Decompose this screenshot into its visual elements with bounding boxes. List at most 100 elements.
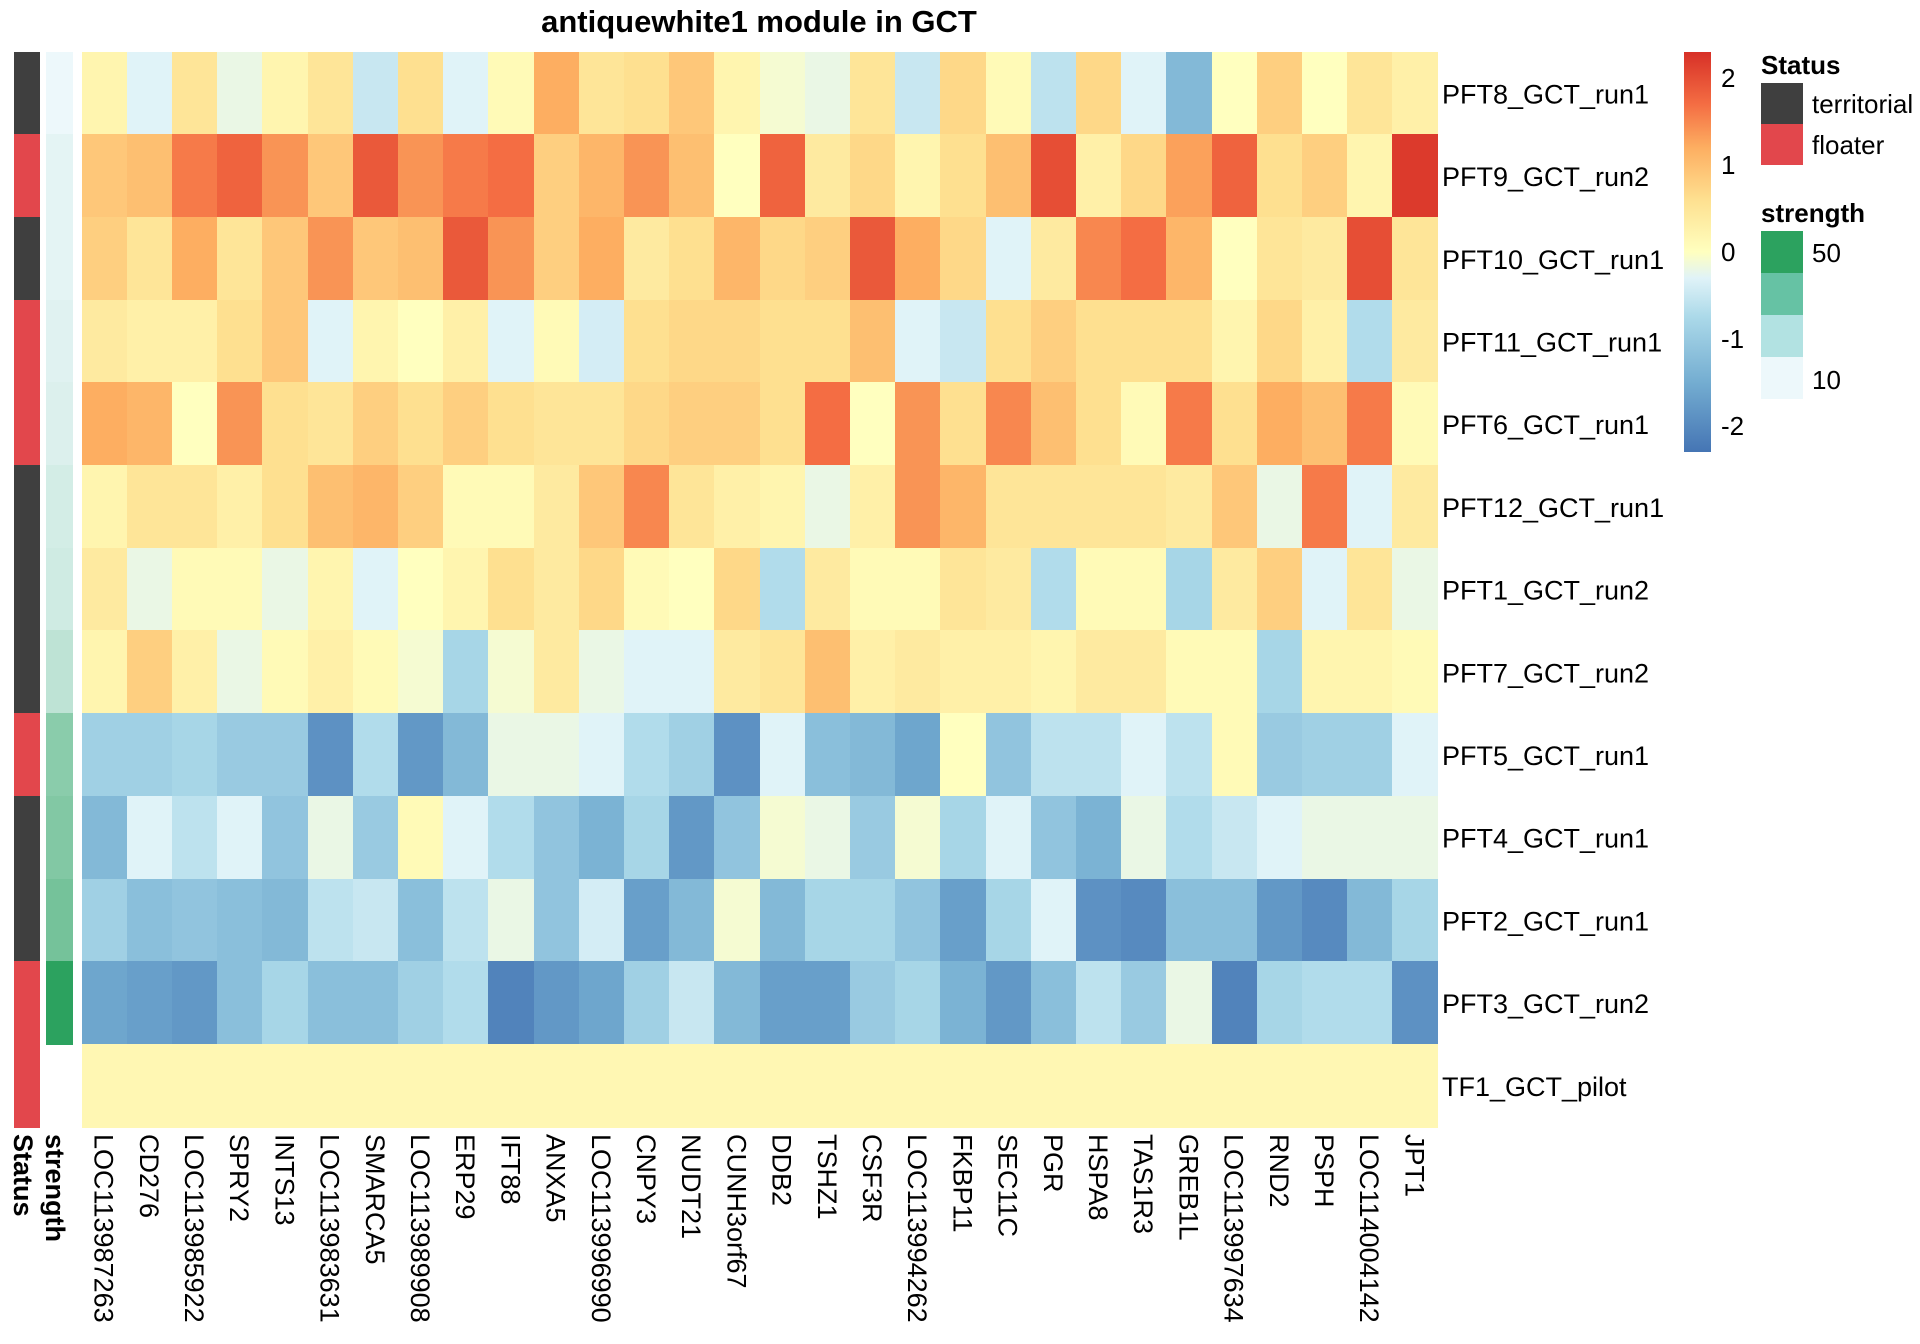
heatmap-cell xyxy=(1031,630,1077,714)
heatmap-cell xyxy=(1257,879,1303,962)
heatmap-cell xyxy=(1121,217,1167,301)
heatmap-cell xyxy=(172,465,218,549)
heatmap-cell xyxy=(82,300,128,383)
heatmap-cell xyxy=(172,217,218,301)
heatmap-cell xyxy=(624,52,670,135)
heatmap-cell xyxy=(1031,217,1077,301)
heatmap-cell xyxy=(805,382,851,466)
heatmap-cell xyxy=(805,134,851,218)
heatmap-cell xyxy=(986,961,1032,1045)
color-scale-tick-label: -2 xyxy=(1721,411,1744,441)
heatmap-cell xyxy=(895,548,941,631)
strength-annotation-label: strength xyxy=(40,1134,70,1242)
heatmap-cell xyxy=(1302,548,1348,631)
row-label: PFT5_GCT_run1 xyxy=(1442,741,1649,771)
heatmap-cell xyxy=(760,961,806,1045)
heatmap-cell xyxy=(714,300,760,383)
heatmap-cell xyxy=(1302,713,1348,797)
status-annotation-cell xyxy=(14,134,40,218)
heatmap-cell xyxy=(669,961,715,1045)
heatmap-cell xyxy=(669,134,715,218)
column-label: DDB2 xyxy=(767,1134,797,1206)
heatmap-cell xyxy=(398,961,444,1045)
heatmap-cell xyxy=(986,382,1032,466)
heatmap-cell xyxy=(1257,630,1303,714)
heatmap-cell xyxy=(1302,52,1348,135)
strength-annotation-cell xyxy=(46,713,73,797)
heatmap-cell xyxy=(895,382,941,466)
heatmap-cell xyxy=(82,548,128,631)
heatmap-cell xyxy=(443,1044,489,1128)
status-annotation-label: Status xyxy=(8,1134,38,1217)
heatmap-cell xyxy=(82,630,128,714)
heatmap-cell xyxy=(262,713,308,797)
status-annotation-cell xyxy=(14,548,40,631)
heatmap-cell xyxy=(308,548,354,631)
heatmap-cell xyxy=(579,548,625,631)
strength-annotation-cell xyxy=(46,134,73,218)
heatmap-cell xyxy=(895,879,941,962)
heatmap-cell xyxy=(1347,713,1393,797)
heatmap-cell xyxy=(534,1044,580,1128)
heatmap-cell xyxy=(1076,548,1122,631)
heatmap-cell xyxy=(760,217,806,301)
heatmap-cell xyxy=(308,52,354,135)
strength-legend-swatch xyxy=(1761,231,1803,273)
heatmap-cell xyxy=(488,548,534,631)
heatmap-cell xyxy=(624,1044,670,1128)
heatmap-cell xyxy=(82,465,128,549)
strength-annotation-cell xyxy=(46,548,73,631)
heatmap-cell xyxy=(82,879,128,962)
heatmap-cell xyxy=(986,300,1032,383)
heatmap-cell xyxy=(308,465,354,549)
heatmap-cell xyxy=(579,713,625,797)
row-label: PFT6_GCT_run1 xyxy=(1442,410,1649,440)
heatmap-cell xyxy=(986,879,1032,962)
heatmap-cell xyxy=(940,879,986,962)
heatmap-cell xyxy=(308,879,354,962)
heatmap-cell xyxy=(940,52,986,135)
heatmap-cell xyxy=(217,217,263,301)
heatmap-cell xyxy=(940,961,986,1045)
heatmap-cell xyxy=(760,796,806,879)
heatmap-cell xyxy=(217,630,263,714)
heatmap-cell xyxy=(1392,465,1438,549)
heatmap-cell xyxy=(579,217,625,301)
heatmap-cell xyxy=(669,879,715,962)
heatmap-cell xyxy=(127,382,173,466)
heatmap-cell xyxy=(1076,134,1122,218)
heatmap-cell xyxy=(1392,548,1438,631)
heatmap-cell xyxy=(1166,548,1212,631)
row-label: TF1_GCT_pilot xyxy=(1442,1072,1627,1102)
column-label: INTS13 xyxy=(269,1134,299,1226)
heatmap-cell xyxy=(488,217,534,301)
heatmap-cell xyxy=(1392,630,1438,714)
strength-annotation-cell xyxy=(46,465,73,549)
heatmap-cell xyxy=(398,630,444,714)
column-label: TSHZ1 xyxy=(812,1134,842,1220)
heatmap-cell xyxy=(534,630,580,714)
heatmap-cell xyxy=(488,52,534,135)
heatmap-cell xyxy=(669,465,715,549)
heatmap-cell xyxy=(398,52,444,135)
heatmap-cell xyxy=(1392,1044,1438,1128)
heatmap-cell xyxy=(534,796,580,879)
heatmap-cell xyxy=(624,134,670,218)
row-label: PFT11_GCT_run1 xyxy=(1442,327,1662,357)
heatmap-cell xyxy=(1212,1044,1258,1128)
heatmap-cell xyxy=(443,796,489,879)
heatmap-cell xyxy=(895,796,941,879)
heatmap-cell xyxy=(1166,465,1212,549)
heatmap-cell xyxy=(1302,465,1348,549)
heatmap-cell xyxy=(669,796,715,879)
heatmap-cell xyxy=(353,300,399,383)
column-label: LOC113989908 xyxy=(405,1134,435,1323)
column-label: GREB1L xyxy=(1173,1134,1203,1241)
heatmap-cell xyxy=(1166,796,1212,879)
heatmap-cell xyxy=(1392,796,1438,879)
column-label: IFT88 xyxy=(495,1134,525,1205)
heatmap-cell xyxy=(940,796,986,879)
heatmap-cell xyxy=(940,134,986,218)
heatmap-cell xyxy=(1031,134,1077,218)
heatmap-cell xyxy=(1121,465,1167,549)
